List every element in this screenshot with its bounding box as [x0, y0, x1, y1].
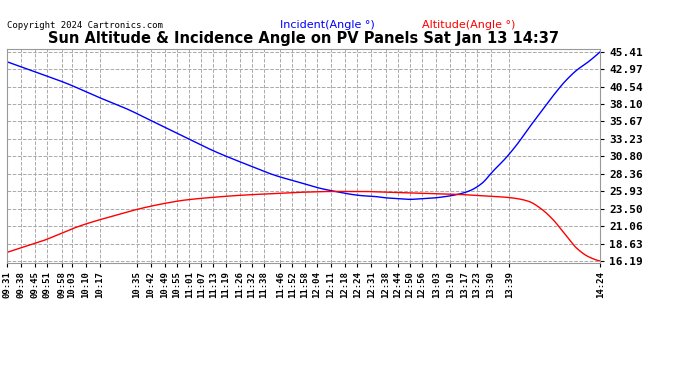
Title: Sun Altitude & Incidence Angle on PV Panels Sat Jan 13 14:37: Sun Altitude & Incidence Angle on PV Pan… [48, 31, 559, 46]
Text: Copyright 2024 Cartronics.com: Copyright 2024 Cartronics.com [7, 21, 163, 30]
Text: Altitude(Angle °): Altitude(Angle °) [422, 20, 515, 30]
Text: Incident(Angle °): Incident(Angle °) [280, 20, 375, 30]
